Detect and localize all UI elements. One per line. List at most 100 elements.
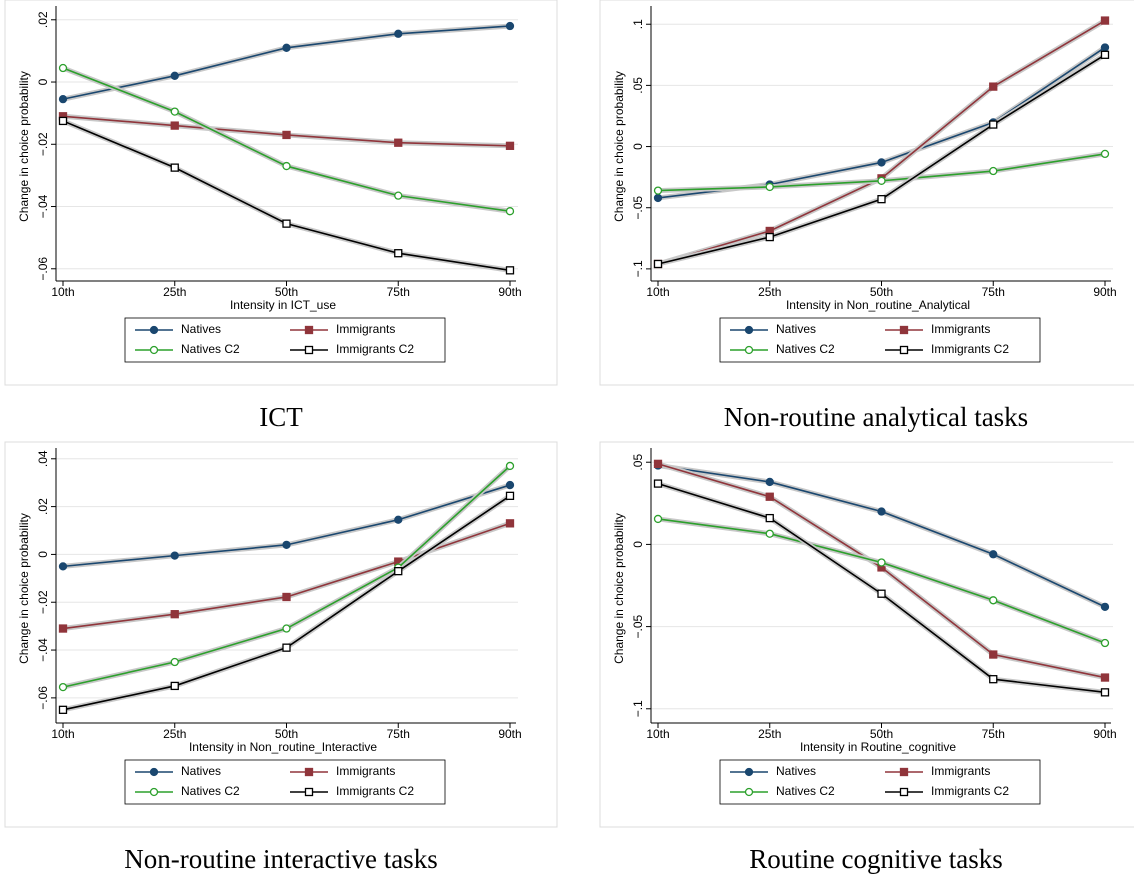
marker (282, 219, 291, 228)
marker (877, 589, 886, 598)
marker (58, 705, 68, 714)
y-tick-label: −.1 (631, 700, 645, 717)
marker (394, 567, 403, 576)
legend-marker (899, 787, 909, 797)
y-tick-label: .1 (631, 19, 645, 29)
x-tick-label: 10th (646, 727, 669, 741)
marker (765, 492, 774, 501)
legend-marker (304, 345, 314, 355)
marker (505, 519, 515, 528)
marker (170, 610, 179, 619)
marker (653, 186, 663, 195)
x-tick-label: 50th (275, 727, 298, 741)
x-tick-label: 25th (163, 285, 186, 299)
marker (394, 138, 403, 147)
marker (1100, 638, 1110, 648)
y-tick-label: .04 (36, 450, 50, 467)
marker (877, 158, 886, 167)
x-tick-label: 75th (387, 285, 410, 299)
legend-label: Natives (776, 764, 816, 778)
marker (1100, 43, 1110, 52)
x-tick-label: 10th (51, 727, 74, 741)
x-tick-label: 25th (758, 727, 781, 741)
marker (394, 29, 403, 38)
legend-label: Immigrants C2 (931, 784, 1009, 798)
legend-marker (304, 325, 314, 335)
marker (1100, 50, 1110, 59)
legend-label: Natives C2 (776, 342, 835, 356)
marker (505, 21, 515, 31)
x-axis-label: Intensity in Routine_cognitive (800, 740, 956, 754)
marker (877, 195, 886, 204)
marker (58, 63, 68, 73)
x-tick-label: 75th (982, 727, 1005, 741)
y-tick-label: −.05 (631, 614, 645, 638)
panel: −.1 −.05 0 .05 .1 10th 25th 50th 75th 90th Intensi… (599, 0, 1134, 432)
marker (282, 43, 291, 52)
marker (394, 515, 403, 524)
marker (505, 266, 515, 275)
marker (653, 459, 663, 469)
y-tick-label: .05 (631, 454, 645, 471)
marker (877, 507, 886, 516)
legend-marker (744, 787, 754, 797)
legend-marker (899, 767, 909, 777)
y-axis-label: Change in choice probability (17, 513, 31, 664)
y-tick-label: −.02 (36, 132, 50, 156)
legend-marker (304, 787, 314, 797)
legend-label: Natives (181, 764, 221, 778)
x-tick-label: 25th (163, 727, 186, 741)
panel: −.06 −.04 −.02 0 .02 10th 25th 50th 75th 90th Inte… (4, 0, 558, 432)
marker (1100, 673, 1110, 682)
marker (877, 558, 886, 567)
marker (505, 480, 515, 490)
legend (124, 317, 446, 363)
x-tick-label: 75th (982, 285, 1005, 299)
y-tick-label: −.06 (36, 257, 50, 281)
legend-label: Natives (181, 322, 221, 336)
marker (282, 592, 291, 602)
marker (170, 121, 179, 130)
legend-marker (744, 325, 754, 335)
legend (124, 759, 446, 805)
legend-marker (149, 767, 159, 777)
marker (282, 161, 291, 171)
x-tick-label: 90th (1093, 727, 1116, 741)
legend-marker (899, 325, 909, 335)
legend-label: Immigrants C2 (336, 342, 414, 356)
y-tick-label: 0 (36, 551, 50, 558)
marker (505, 141, 515, 150)
marker (505, 207, 515, 216)
y-tick-label: 0 (631, 541, 645, 548)
marker (1100, 149, 1110, 159)
legend (719, 317, 1041, 363)
y-tick-label: −.1 (631, 260, 645, 277)
legend-label: Natives C2 (181, 784, 240, 798)
y-tick-label: .02 (36, 498, 50, 515)
caption: Routine cognitive tasks (749, 844, 1002, 874)
marker (877, 176, 886, 185)
x-axis-label: Intensity in ICT_use (230, 298, 336, 312)
legend-label: Natives C2 (181, 342, 240, 356)
marker (505, 491, 515, 500)
legend-label: Immigrants (336, 322, 395, 336)
legend-marker (899, 345, 909, 355)
marker (170, 107, 179, 116)
x-tick-label: 90th (498, 727, 521, 741)
legend-marker (149, 345, 159, 355)
marker (1100, 602, 1110, 612)
marker (653, 514, 663, 524)
y-axis-label: Change in choice probability (612, 71, 626, 222)
legend-marker (304, 767, 314, 777)
caption: ICT (259, 402, 303, 432)
y-tick-label: −.02 (36, 590, 50, 614)
x-tick-label: 50th (275, 285, 298, 299)
legend-marker (744, 345, 754, 355)
marker (282, 130, 291, 140)
marker (989, 82, 998, 91)
y-tick-label: 0 (631, 143, 645, 150)
x-tick-label: 50th (870, 727, 893, 741)
legend-label: Natives C2 (776, 784, 835, 798)
marker (170, 163, 179, 172)
